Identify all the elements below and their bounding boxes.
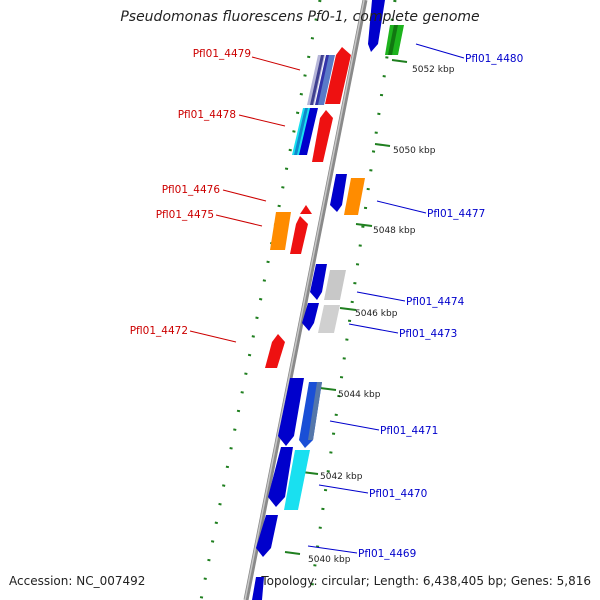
gene-label-pfl01-4469[interactable]: Pfl01_4469: [358, 548, 416, 560]
gene-label-pfl01-4472[interactable]: Pfl01_4472: [130, 325, 188, 337]
gene-label-pfl01-4479[interactable]: Pfl01_4479: [193, 48, 251, 60]
gene-pfl01-4478[interactable]: [292, 108, 333, 162]
gene-label-pfl01-4474[interactable]: Pfl01_4474: [406, 296, 465, 308]
minus-strand-genes: [265, 47, 351, 368]
gene-pfl01-4470[interactable]: [268, 447, 310, 510]
scale-label: 5048 kbp: [373, 226, 416, 236]
gene-pfl01-4474[interactable]: [302, 264, 346, 333]
accession-text: Accession: NC_007492: [9, 574, 146, 588]
gene-pfl01-4480[interactable]: [368, 0, 404, 55]
gene-label-pfl01-4476[interactable]: Pfl01_4476: [162, 184, 221, 196]
plus-strand-genes: [252, 0, 404, 600]
gene-pfl01-4476[interactable]: [300, 205, 312, 214]
gene-label-pfl01-4471[interactable]: Pfl01_4471: [380, 425, 438, 437]
scale-label: 5052 kbp: [412, 65, 455, 75]
map-title: Pseudomonas fluorescens Pf0-1, complete …: [120, 9, 480, 25]
gene-labels-minus: Pfl01_4479 Pfl01_4478 Pfl01_4476 Pfl01_4…: [130, 48, 251, 337]
gene-labels-plus: Pfl01_4480 Pfl01_4477 Pfl01_4474 Pfl01_4…: [358, 53, 523, 560]
gene-label-pfl01-4477[interactable]: Pfl01_4477: [427, 208, 485, 220]
gene-label-pfl01-4470[interactable]: Pfl01_4470: [369, 488, 427, 500]
gene-label-pfl01-4475[interactable]: Pfl01_4475: [156, 209, 214, 221]
gene-pfl01-4469[interactable]: [252, 515, 278, 600]
scale-label: 5046 kbp: [355, 309, 398, 319]
gene-pfl01-4472[interactable]: [265, 334, 285, 368]
inner-dotted-ring: [199, 0, 322, 600]
genome-backbone: [243, 0, 368, 600]
genome-backbone-shine: [244, 0, 365, 600]
label-connectors: [189, 43, 465, 554]
scale-labels: 5052 kbp 5050 kbp 5048 kbp 5046 kbp 5044…: [308, 65, 455, 565]
gene-label-pfl01-4473[interactable]: Pfl01_4473: [399, 328, 457, 340]
gene-pfl01-4477[interactable]: [330, 174, 365, 215]
scale-label: 5040 kbp: [308, 555, 351, 565]
topology-text: Topology: circular; Length: 6,438,405 bp…: [261, 574, 591, 588]
scale-label: 5042 kbp: [320, 472, 363, 482]
gene-pfl01-4479[interactable]: [307, 47, 351, 105]
gene-pfl01-4471[interactable]: [278, 378, 322, 448]
gene-label-pfl01-4480[interactable]: Pfl01_4480: [465, 53, 523, 65]
scale-label: 5044 kbp: [338, 390, 381, 400]
gene-label-pfl01-4478[interactable]: Pfl01_4478: [178, 109, 236, 121]
gene-pfl01-4475[interactable]: [270, 212, 308, 254]
scale-label: 5050 kbp: [393, 146, 436, 156]
